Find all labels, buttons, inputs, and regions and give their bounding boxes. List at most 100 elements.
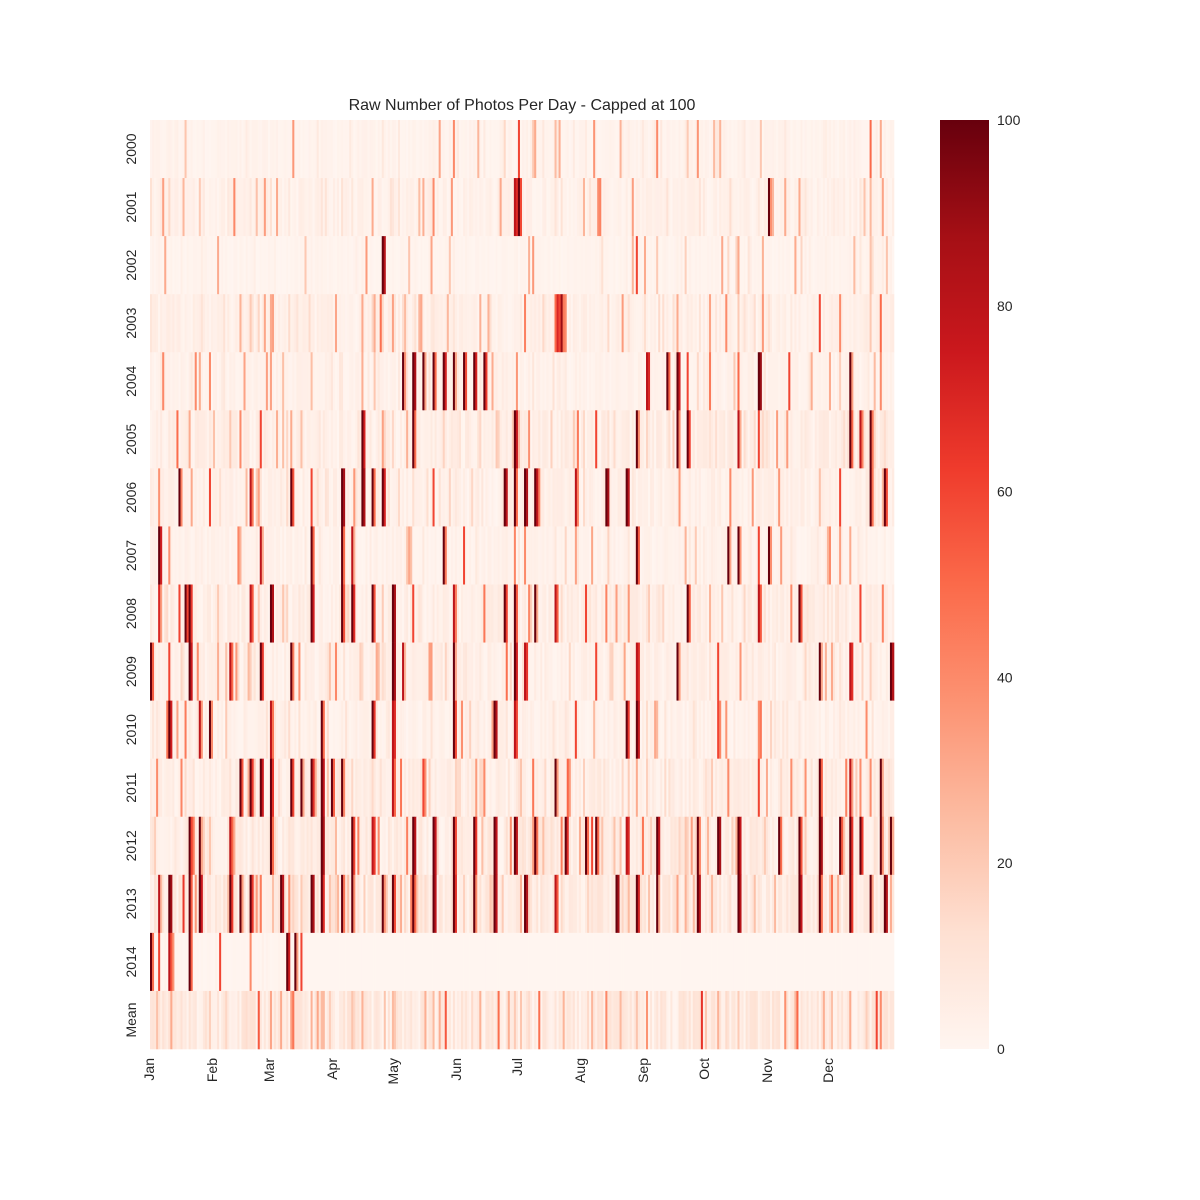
heatmap-cell (835, 526, 838, 585)
heatmap-cell (891, 352, 895, 411)
heatmap-cell (381, 294, 385, 353)
heatmap-cell (395, 874, 399, 934)
heatmap-cell (849, 352, 852, 411)
heatmap-cell (597, 526, 600, 585)
heatmap-cell (219, 584, 222, 643)
heatmap-cell (784, 236, 787, 295)
heatmap-cell (824, 526, 828, 585)
heatmap-cell (733, 468, 736, 527)
heatmap-cell (221, 700, 224, 759)
heatmap-cell (770, 758, 773, 818)
heatmap-cell (725, 120, 728, 179)
heatmap-cell (519, 816, 523, 876)
heatmap-cell (341, 526, 344, 585)
heatmap-cell (418, 816, 421, 876)
heatmap-cell (223, 468, 226, 527)
heatmap-cell (241, 236, 244, 295)
heatmap-cell (694, 526, 698, 585)
heatmap-cell (743, 410, 746, 469)
heatmap-cell (867, 468, 870, 527)
heatmap-cell (499, 120, 502, 179)
heatmap-cell (761, 816, 765, 876)
heatmap-cell (522, 236, 525, 295)
heatmap-cell (680, 178, 683, 237)
heatmap-cell (166, 236, 169, 295)
heatmap-cell (672, 816, 675, 876)
heatmap-cell (767, 294, 771, 353)
heatmap-cell (656, 816, 659, 876)
heatmap-cell (562, 352, 565, 411)
heatmap-cell (440, 236, 444, 295)
heatmap-cell (774, 410, 777, 469)
heatmap-cell (208, 816, 212, 876)
heatmap-cell (810, 584, 813, 643)
heatmap-cell (361, 178, 364, 237)
heatmap-cell (322, 468, 326, 527)
heatmap-cell (835, 700, 838, 759)
heatmap-cell (225, 352, 228, 411)
heatmap-cell (863, 642, 866, 701)
heatmap-cell (278, 758, 281, 818)
heatmap-cell (633, 294, 637, 353)
heatmap-cell (548, 294, 551, 353)
heatmap-cell (546, 700, 549, 759)
heatmap-cell (404, 178, 407, 237)
heatmap-cell (426, 816, 429, 876)
heatmap-cell (580, 120, 584, 179)
heatmap-cell (495, 410, 498, 469)
heatmap-cell (774, 642, 777, 701)
heatmap-cell (369, 236, 372, 295)
heatmap-cell (471, 584, 474, 643)
heatmap-cell (690, 294, 694, 353)
heatmap-cell (582, 352, 586, 411)
heatmap-cell (278, 410, 281, 469)
heatmap-cell (463, 816, 466, 876)
heatmap-cell (491, 120, 494, 179)
heatmap-cell (548, 700, 551, 759)
heatmap-cell (188, 874, 191, 934)
heatmap-cell (580, 584, 584, 643)
heatmap-cell (349, 352, 352, 411)
heatmap-cell (851, 642, 854, 701)
heatmap-cell (274, 294, 277, 353)
heatmap-cell (501, 758, 505, 818)
heatmap-cell (709, 294, 712, 353)
heatmap-cell (650, 526, 653, 585)
heatmap-cell (684, 700, 687, 759)
heatmap-cell (353, 642, 356, 701)
heatmap-cell (820, 120, 824, 179)
heatmap-cell (265, 120, 269, 179)
heatmap-cell (237, 410, 240, 469)
heatmap-cell (473, 120, 476, 179)
heatmap-cell (690, 178, 694, 237)
heatmap-cell (538, 178, 541, 237)
heatmap-cell (627, 236, 631, 295)
heatmap-cell (550, 120, 553, 179)
heatmap-cell (889, 178, 893, 237)
heatmap-cell (526, 410, 529, 469)
heatmap-cell (607, 120, 610, 179)
heatmap-cell (481, 178, 484, 237)
heatmap-cell (613, 758, 616, 818)
heatmap-cell (176, 178, 179, 237)
heatmap-cell (591, 758, 594, 818)
heatmap-cell (698, 294, 702, 353)
heatmap-cell (306, 236, 309, 295)
heatmap-cell (629, 758, 633, 818)
heatmap-cell (263, 178, 267, 237)
heatmap-cell (761, 294, 765, 353)
heatmap-cell (330, 294, 334, 353)
heatmap-cell (782, 352, 785, 411)
heatmap-cell (296, 468, 299, 527)
heatmap-cell (776, 584, 779, 643)
heatmap-cell (345, 294, 348, 353)
heatmap-cell (263, 294, 267, 353)
heatmap-cell (339, 874, 342, 934)
heatmap-cell (365, 526, 368, 585)
heatmap-cell (853, 120, 856, 179)
heatmap-cell (432, 874, 435, 934)
heatmap-cell (190, 410, 193, 469)
heatmap-cell (603, 410, 606, 469)
heatmap-cell (249, 874, 252, 934)
heatmap-cell (713, 642, 716, 701)
